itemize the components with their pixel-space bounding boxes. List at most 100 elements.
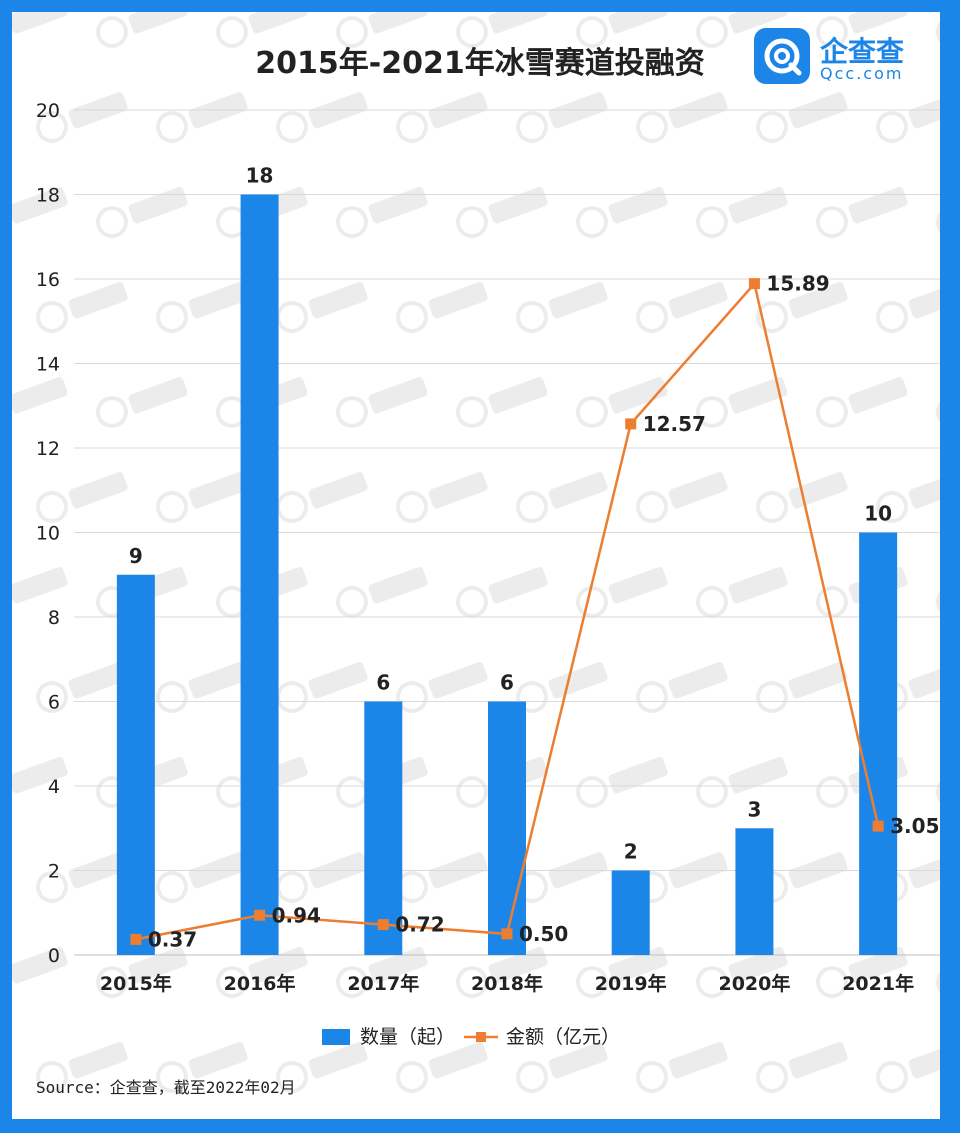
x-tick-label: 2017年 [347, 972, 419, 995]
watermark-bar [488, 12, 548, 34]
watermark-ring [36, 1061, 68, 1093]
qcc-logo-icon [754, 28, 810, 84]
x-tick-label: 2021年 [842, 972, 914, 995]
line-point [872, 820, 884, 832]
watermark-mark [576, 12, 668, 48]
watermark-mark [816, 12, 908, 48]
watermark-bar [488, 567, 548, 604]
watermark-bar [728, 12, 788, 34]
watermark-mark [336, 12, 428, 48]
watermark-mark [576, 947, 668, 998]
line-point [130, 933, 142, 945]
line-value-label: 15.89 [766, 272, 829, 296]
watermark-mark [12, 947, 68, 984]
watermark-bar [368, 567, 428, 604]
watermark-ring [816, 586, 848, 618]
watermark-bar [908, 472, 940, 509]
watermark-bar [68, 472, 128, 509]
watermark-mark [576, 187, 668, 238]
watermark-bar [788, 282, 848, 319]
watermark-bar [908, 1042, 940, 1079]
bar-value-label: 9 [129, 544, 143, 568]
watermark-ring [816, 966, 848, 998]
watermark-bar [308, 1042, 368, 1079]
legend-item-count: 数量（起） [322, 1022, 455, 1049]
watermark-mark [12, 12, 68, 34]
watermark-ring [876, 491, 908, 523]
chart-title: 2015年-2021年冰雪赛道投融资 [255, 46, 705, 81]
watermark-ring [816, 16, 848, 48]
watermark-bar [668, 1042, 728, 1079]
watermark-bar [248, 12, 308, 34]
watermark-ring [276, 871, 308, 903]
watermark-ring [156, 301, 188, 333]
watermark-mark [876, 1042, 940, 1093]
watermark-bar [188, 662, 248, 699]
watermark-bar [128, 377, 188, 414]
watermark-bar [908, 282, 940, 319]
watermark-mark [336, 187, 428, 238]
watermark-mark [756, 282, 848, 333]
watermark-mark [156, 472, 248, 523]
watermark-ring [576, 966, 608, 998]
watermark-mark [396, 472, 488, 523]
line-value-label: 3.05 [890, 814, 939, 838]
watermark-mark [756, 1042, 848, 1093]
bar [116, 574, 155, 955]
watermark-ring [456, 586, 488, 618]
watermark-bar [668, 662, 728, 699]
watermark-mark [696, 187, 788, 238]
y-tick-label: 6 [48, 692, 60, 714]
watermark-bar [128, 187, 188, 224]
watermark-ring [456, 396, 488, 428]
line-point [254, 909, 266, 921]
bar-value-label: 6 [376, 671, 390, 695]
watermark-ring [96, 206, 128, 238]
watermark-mark [696, 12, 788, 48]
bar-value-label: 18 [246, 164, 274, 188]
watermark-bar [428, 662, 488, 699]
watermark-bar [368, 187, 428, 224]
watermark-bar [248, 947, 308, 984]
watermark-ring [36, 491, 68, 523]
watermark-ring [636, 491, 668, 523]
y-axis: 0 2 4 6 8 10 12 14 16 18 20 [36, 100, 60, 967]
line-point [748, 278, 760, 290]
watermark-bar [368, 12, 428, 34]
y-tick-label: 0 [48, 945, 60, 967]
watermark-bar [308, 282, 368, 319]
watermark-mark [696, 377, 788, 428]
watermark-mark [36, 1042, 128, 1093]
line-value-label: 0.94 [272, 903, 321, 927]
watermark-bar [428, 472, 488, 509]
watermark-mark [336, 947, 428, 998]
watermark-ring [396, 111, 428, 143]
watermark-ring [696, 966, 728, 998]
brand-name-cn: 企查查 [820, 35, 905, 68]
line-value-label: 0.50 [519, 922, 568, 946]
watermark-mark [696, 567, 788, 618]
watermark-ring [516, 301, 548, 333]
watermark-ring [756, 111, 788, 143]
watermark-ring [816, 396, 848, 428]
watermark-bar [728, 377, 788, 414]
watermark-bar [728, 187, 788, 224]
watermark-mark [816, 187, 908, 238]
watermark-bar [788, 662, 848, 699]
watermark-ring [876, 111, 908, 143]
watermark-bar [668, 472, 728, 509]
legend-label-amount: 金额（亿元） [506, 1026, 621, 1048]
watermark-bar [608, 12, 668, 34]
watermark-mark [876, 472, 940, 523]
watermark-bar [728, 757, 788, 794]
watermark-mark [96, 377, 188, 428]
watermark-ring [576, 16, 608, 48]
legend-swatch-line [464, 1032, 498, 1042]
watermark-ring [816, 776, 848, 808]
watermark-mark [36, 282, 128, 333]
watermark-ring [576, 776, 608, 808]
brand-logo: 企查查 Qcc.com [754, 28, 924, 90]
watermark-bar [12, 377, 68, 414]
watermark-bar [608, 947, 668, 984]
